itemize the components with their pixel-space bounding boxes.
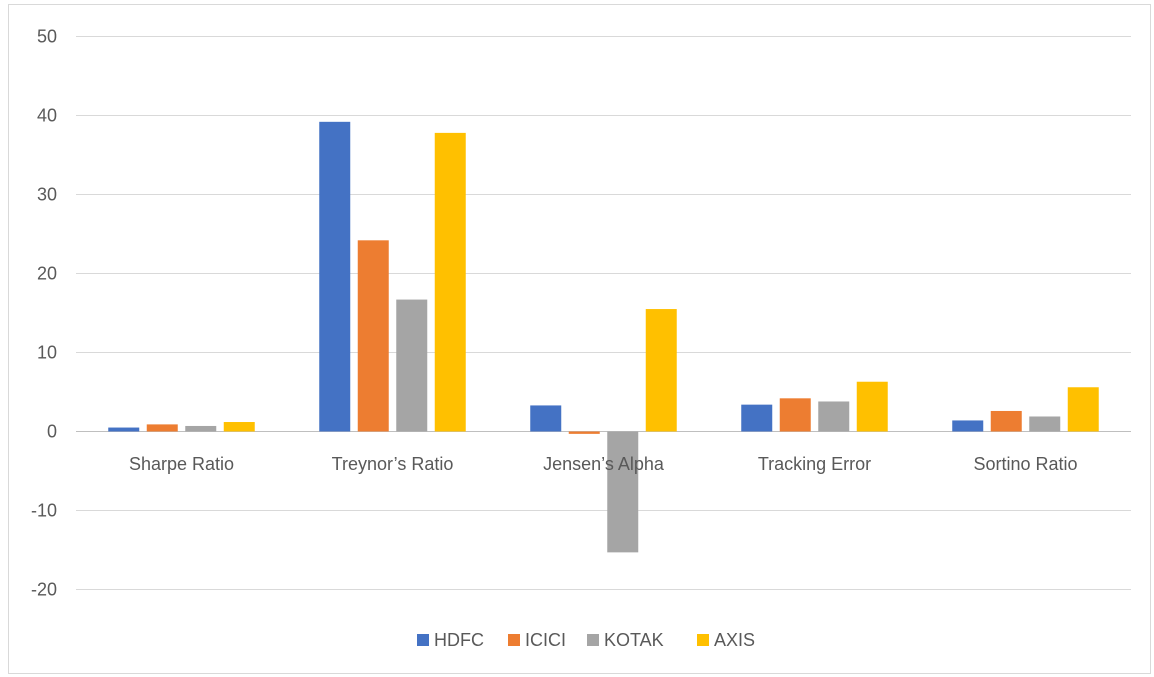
y-tick-label: 50: [37, 27, 57, 47]
legend: HDFC ICICI KOTAK AXIS: [417, 630, 755, 650]
bar-kotak: [607, 431, 639, 553]
bar-hdfc: [952, 420, 984, 432]
y-tick-label: -20: [31, 580, 57, 600]
y-tick-label: 0: [47, 422, 57, 442]
category-label: Jensen’s Alpha: [543, 454, 665, 474]
bar-kotak: [818, 401, 850, 432]
y-tick-label: -10: [31, 501, 57, 521]
bar-kotak: [1029, 416, 1061, 432]
bar-icici: [146, 424, 178, 432]
bar-icici: [990, 410, 1022, 432]
bar-hdfc: [530, 405, 562, 432]
category-label: Treynor’s Ratio: [332, 454, 454, 474]
bar-axis: [1067, 387, 1099, 432]
y-tick-label: 20: [37, 264, 57, 284]
legend-label: KOTAK: [604, 630, 664, 650]
bar-icici: [357, 240, 389, 432]
legend-label: AXIS: [714, 630, 755, 650]
legend-label: ICICI: [525, 630, 566, 650]
bars: [108, 121, 1099, 553]
y-tick-label: 10: [37, 343, 57, 363]
bar-icici: [568, 431, 600, 434]
category-labels: Sharpe Ratio Treynor’s Ratio Jensen’s Alph…: [129, 454, 1078, 474]
legend-label: HDFC: [434, 630, 484, 650]
bar-axis: [434, 132, 466, 432]
category-label: Tracking Error: [758, 454, 871, 474]
y-tick-label: 40: [37, 106, 57, 126]
legend-swatch-hdfc: [417, 634, 429, 646]
category-label: Sortino Ratio: [973, 454, 1077, 474]
bar-kotak: [396, 299, 428, 432]
bar-hdfc: [741, 404, 773, 432]
bar-axis: [645, 309, 677, 432]
legend-swatch-kotak: [587, 634, 599, 646]
gridlines: [76, 36, 1131, 590]
bar-kotak: [185, 425, 217, 432]
bar-hdfc: [319, 121, 351, 432]
category-label: Sharpe Ratio: [129, 454, 234, 474]
bar-hdfc: [108, 427, 140, 432]
bar-axis: [856, 381, 888, 432]
y-axis-ticks: -20 -10 0 10 20 30 40 50: [31, 27, 57, 600]
legend-swatch-axis: [697, 634, 709, 646]
bar-axis: [223, 422, 255, 432]
bar-icici: [779, 398, 811, 432]
legend-swatch-icici: [508, 634, 520, 646]
y-tick-label: 30: [37, 185, 57, 205]
